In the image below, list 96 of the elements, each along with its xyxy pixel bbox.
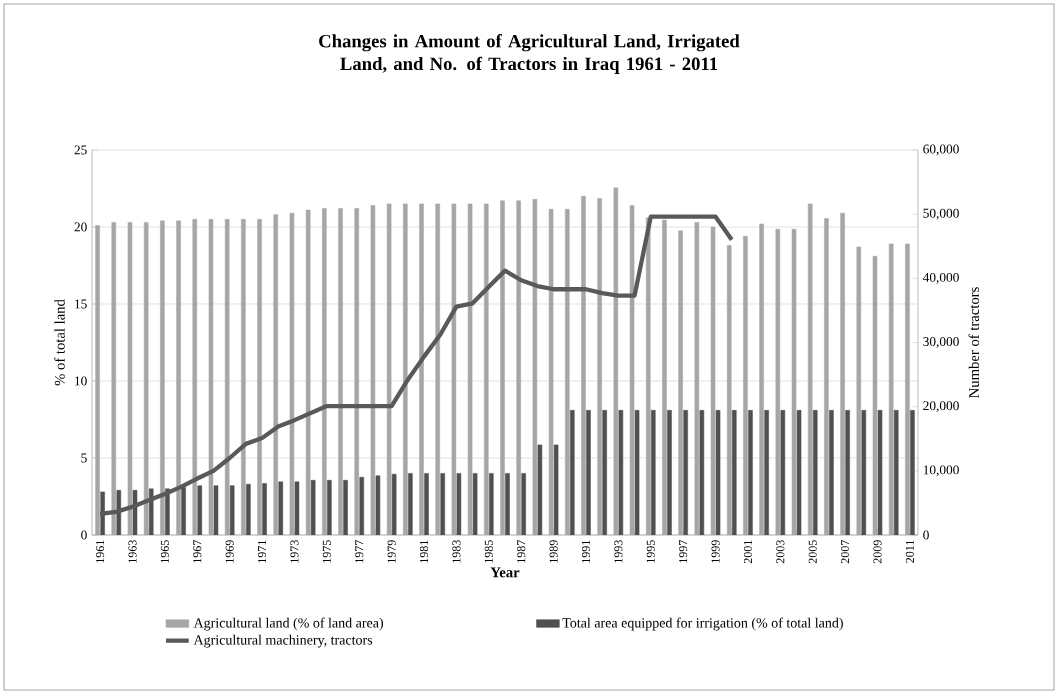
bar: [305, 209, 311, 535]
legend-label: Total area equipped for irrigation (% of total land): [562, 617, 843, 631]
bar: [208, 219, 214, 535]
bar: [322, 208, 327, 535]
x-tick-label: 1985: [484, 540, 493, 563]
bar: [435, 203, 440, 535]
bar: [840, 212, 845, 535]
bar: [710, 226, 716, 535]
y-tick-label: 5: [81, 453, 87, 463]
bar: [872, 255, 878, 535]
x-tick-label: 2003: [776, 540, 785, 564]
x-tick-label: 2007: [841, 540, 850, 564]
bar: [176, 220, 181, 535]
bar: [743, 235, 748, 535]
x-tick-label: 1997: [679, 540, 688, 563]
y2-tick-label: 10,000: [923, 465, 959, 477]
chart-title: Changes in Amount of Agricultural Land, Irrigated Land, and No. of Tractors in Iraq 1961 - 2011: [319, 34, 740, 74]
bar: [759, 223, 764, 535]
bar: [111, 222, 117, 535]
bar: [257, 219, 262, 535]
x-axis-title: Year: [490, 567, 520, 578]
y2-tick-label: 30,000: [923, 337, 959, 348]
y2-tick-label: 60,000: [923, 144, 959, 156]
x-tick-label: 1991: [581, 540, 591, 563]
y-tick-label: 0: [81, 530, 87, 540]
x-tick-label: 1993: [614, 540, 623, 563]
y2-tick-label: 50,000: [923, 208, 959, 220]
y-tick-label: 20: [74, 222, 87, 232]
y2-tick-label: 0: [923, 530, 929, 540]
x-tick-label: 1973: [290, 540, 299, 563]
bar: [791, 229, 797, 535]
bar: [775, 229, 781, 535]
x-tick-label: 1961: [96, 540, 105, 563]
x-tick-label: 1989: [549, 540, 558, 563]
bar: [338, 208, 343, 535]
x-tick-label: 1983: [452, 540, 461, 563]
x-tick-label: 1975: [322, 540, 331, 563]
bar: [856, 246, 862, 535]
y-axis-title: % of total land: [54, 299, 65, 386]
x-tick-label: 1977: [355, 540, 364, 563]
x-tick-label: 1969: [225, 540, 234, 563]
bar: [645, 217, 651, 535]
y-tick-label: 10: [75, 376, 87, 386]
x-tick-label: 1995: [646, 540, 655, 563]
bar: [224, 219, 230, 535]
x-tick-label: 1971: [258, 540, 267, 563]
bar: [548, 209, 554, 535]
x-tick-label: 1987: [517, 540, 526, 563]
bar: [467, 203, 473, 535]
bar: [565, 209, 570, 535]
bar: [824, 218, 829, 535]
bar: [143, 222, 149, 535]
bar: [516, 200, 521, 535]
x-tick-label: 1999: [711, 540, 720, 563]
x-tick-label: 2009: [873, 540, 882, 564]
x-tick-label: 2005: [808, 540, 817, 564]
bar: [419, 203, 424, 535]
bar: [451, 203, 457, 535]
bar: [532, 199, 538, 535]
x-tick-label: 1981: [419, 540, 429, 563]
bar: [597, 198, 602, 535]
x-tick-label: 1979: [387, 540, 396, 563]
bar: [241, 219, 246, 535]
y2-axis-title: Number of tractors: [968, 287, 979, 398]
y-tick-label: 15: [75, 299, 87, 309]
bar: [662, 219, 667, 535]
bar: [127, 222, 133, 535]
legend-label: Agricultural machinery, tractors: [193, 634, 373, 648]
y-tick-label: 25: [74, 145, 87, 155]
x-tick-label: 2011: [905, 540, 914, 563]
bar: [500, 200, 505, 535]
bar: [629, 205, 635, 535]
x-tick-label: 1965: [160, 540, 169, 563]
bar: [192, 219, 198, 535]
bar: [403, 203, 408, 535]
bar: [807, 203, 813, 535]
bar: [678, 230, 683, 535]
bar: [354, 208, 359, 535]
x-tick-label: 1963: [128, 540, 137, 563]
bar: [160, 220, 165, 535]
bar: [386, 203, 392, 535]
bar: [484, 203, 489, 535]
bar: [726, 245, 732, 535]
legend-label: Agricultural land (% of land area): [193, 617, 384, 631]
y2-tick-label: 40,000: [922, 272, 959, 284]
x-tick-label: 2001: [743, 540, 752, 564]
bar: [370, 205, 376, 535]
bar: [905, 243, 910, 535]
x-tick-label: 1967: [193, 540, 202, 563]
bar: [289, 212, 295, 535]
y2-tick-label: 20,000: [923, 401, 959, 413]
bar: [613, 187, 619, 535]
bar: [581, 195, 586, 535]
bar: [273, 214, 279, 535]
bar: [888, 243, 894, 535]
bar: [694, 222, 700, 535]
